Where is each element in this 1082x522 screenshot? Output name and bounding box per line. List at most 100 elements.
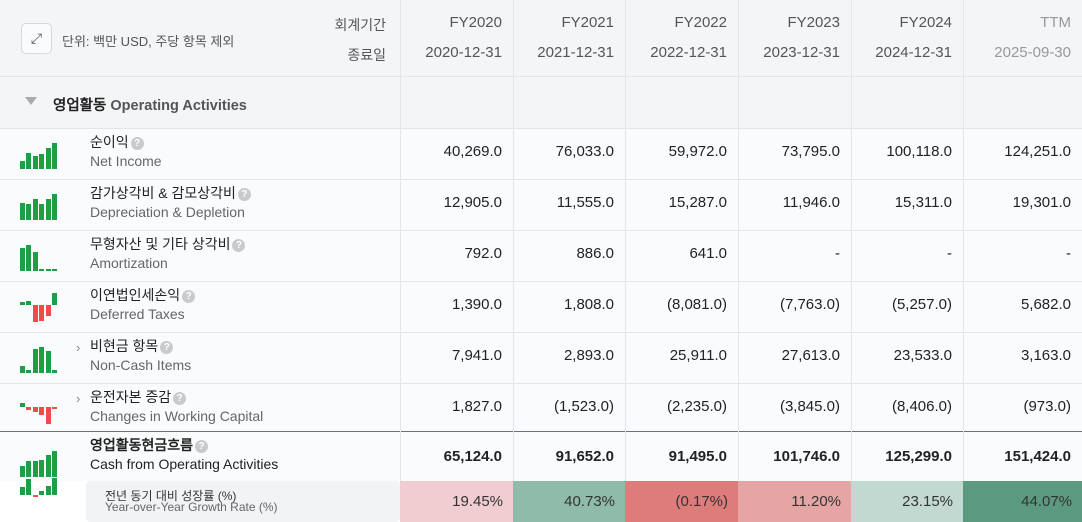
column-period[interactable]: FY2024 xyxy=(899,14,952,31)
column-period[interactable]: FY2021 xyxy=(561,14,614,31)
spark-bar xyxy=(39,459,45,477)
spark-bar xyxy=(32,199,38,220)
spark-bar xyxy=(26,479,32,495)
spark-bar xyxy=(32,348,38,373)
spark-bar xyxy=(26,370,32,373)
value-cell: (973.0) xyxy=(1023,398,1071,415)
help-icon[interactable]: ? xyxy=(160,341,174,354)
value-cell: 101,746.0 xyxy=(773,448,840,465)
collapse-triangle-icon[interactable] xyxy=(25,97,37,105)
row-label-en: Depreciation & Depletion xyxy=(90,204,245,220)
column-divider xyxy=(738,0,739,522)
sparkline-chart-icon xyxy=(20,143,58,169)
column-period[interactable]: FY2020 xyxy=(449,14,502,31)
help-icon[interactable]: ? xyxy=(173,392,187,405)
spark-bar xyxy=(45,148,51,169)
spark-bar xyxy=(45,269,51,271)
value-cell: 2,893.0 xyxy=(563,347,614,364)
spark-bar xyxy=(52,293,57,305)
expand-button[interactable]: ⤢ xyxy=(21,23,52,54)
growth-label-ko: 전년 동기 대비 성장률 (%) xyxy=(105,489,237,503)
spark-bar xyxy=(39,490,45,495)
spark-bar xyxy=(32,461,38,477)
value-cell: (5,257.0) xyxy=(891,296,952,313)
value-cell: 1,390.0 xyxy=(451,296,502,313)
expand-chevron-icon[interactable]: › xyxy=(76,391,81,406)
spark-bar xyxy=(52,478,57,495)
spark-bar xyxy=(45,486,51,495)
unit-note: 단위: 백만 USD, 주당 항목 제외 xyxy=(62,34,235,49)
expand-icon: ⤢ xyxy=(30,30,43,46)
value-cell: 1,808.0 xyxy=(563,296,614,313)
column-divider xyxy=(851,0,852,522)
row-label-ko: 감가상각비 & 감모상각비? xyxy=(90,183,251,203)
value-cell: 73,795.0 xyxy=(781,143,840,160)
value-cell: 15,287.0 xyxy=(668,194,727,211)
growth-cell: 40.73% xyxy=(513,481,625,522)
row-label-en: Net Income xyxy=(90,153,162,169)
row-label-ko: 이연법인세손익? xyxy=(90,285,196,305)
spark-bar xyxy=(45,407,51,424)
value-cell: 40,269.0 xyxy=(443,143,502,160)
period-label: 회계기간 xyxy=(334,17,386,33)
help-icon[interactable]: ? xyxy=(182,290,196,303)
expand-chevron-icon[interactable]: › xyxy=(76,340,81,355)
column-period[interactable]: FY2022 xyxy=(674,14,727,31)
value-cell: 11,555.0 xyxy=(556,194,614,211)
column-date: 2023-12-31 xyxy=(763,44,840,61)
value-cell: 886.0 xyxy=(576,245,614,262)
column-date: 2025-09-30 xyxy=(994,44,1071,61)
table-header: ⤢ 단위: 백만 USD, 주당 항목 제외 회계기간 종료일 xyxy=(0,0,1082,77)
spark-bar xyxy=(26,204,32,220)
spark-bar xyxy=(20,465,25,477)
label-text: 영업활동현금흐름 xyxy=(90,437,194,453)
value-cell: 100,118.0 xyxy=(886,143,952,160)
row-label-ko: 비현금 항목? xyxy=(90,336,174,356)
column-period[interactable]: FY2023 xyxy=(787,14,840,31)
spark-bar xyxy=(52,407,57,409)
sparkline-chart-icon xyxy=(20,293,58,322)
label-text: 운전자본 증감 xyxy=(90,389,172,405)
value-cell: 641.0 xyxy=(689,245,727,262)
value-cell: 23,533.0 xyxy=(893,347,952,364)
row-label-en: Amortization xyxy=(90,255,168,271)
section-operating-activities[interactable]: 영업활동 Operating Activities xyxy=(0,77,1082,129)
row-label-ko: 영업활동현금흐름? xyxy=(90,435,209,455)
sparkline-chart-icon xyxy=(20,478,58,512)
value-cell: (2,235.0) xyxy=(666,398,727,415)
help-icon[interactable]: ? xyxy=(237,188,251,201)
value-cell: 25,911.0 xyxy=(669,347,727,364)
value-cell: 27,613.0 xyxy=(781,347,840,364)
sparkline-chart-icon xyxy=(20,347,58,373)
spark-bar xyxy=(39,347,45,373)
table-row: 이연법인세손익? Deferred Taxes 1,390.0 1,808.0 (8,0… xyxy=(0,282,1082,333)
spark-bar xyxy=(20,302,25,305)
help-icon[interactable]: ? xyxy=(130,137,144,150)
value-cell: (3,845.0) xyxy=(779,398,840,415)
row-label-en: Deferred Taxes xyxy=(90,306,185,322)
label-text: 순이익 xyxy=(90,134,129,150)
row-label-en: Cash from Operating Activities xyxy=(90,456,279,472)
value-cell: 1,827.0 xyxy=(451,398,502,415)
column-divider xyxy=(963,0,964,522)
help-icon[interactable]: ? xyxy=(232,239,246,252)
spark-bar xyxy=(45,350,51,373)
sparkline-chart-icon xyxy=(20,398,58,424)
table-row: 감가상각비 & 감모상각비? Depreciation & Depletion 12… xyxy=(0,180,1082,231)
spark-bar xyxy=(20,160,25,169)
row-label-ko: 무형자산 및 기타 상각비? xyxy=(90,234,246,254)
spark-bar xyxy=(39,153,45,169)
row-label-ko: 운전자본 증감? xyxy=(90,387,187,407)
label-text: 이연법인세손익 xyxy=(90,287,181,303)
help-icon[interactable]: ? xyxy=(195,440,209,453)
row-label-en: Non-Cash Items xyxy=(90,357,192,373)
column-period[interactable]: TTM xyxy=(1040,14,1071,31)
spark-bar xyxy=(32,252,38,271)
spark-bar xyxy=(20,487,25,495)
sparkline-chart-icon xyxy=(20,245,58,271)
spark-bar xyxy=(20,365,25,373)
value-cell: 91,652.0 xyxy=(555,448,614,465)
table-row: 순이익? Net Income 40,269.0 76,033.0 59,972.0 73… xyxy=(0,129,1082,180)
spark-bar xyxy=(45,305,51,317)
value-cell: (1,523.0) xyxy=(553,398,614,415)
